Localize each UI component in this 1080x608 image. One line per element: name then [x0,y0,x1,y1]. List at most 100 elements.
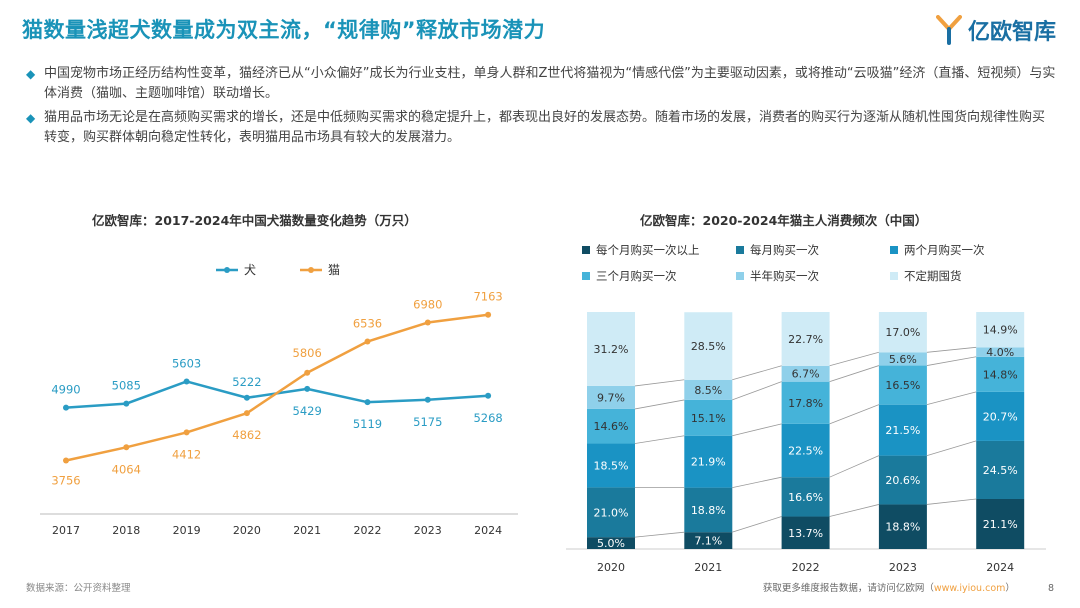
bar-segment [976,347,1025,357]
connector-line [732,476,782,489]
legend-marker [308,267,314,273]
bar-segment [781,381,830,424]
data-label: 5268 [473,411,502,425]
data-point [123,400,130,407]
logo-mark-icon [935,15,962,45]
data-point [424,319,431,326]
segment-label: 16.5% [885,379,920,392]
bar-segment [878,352,927,366]
legend-swatch [890,246,898,254]
segment-label: 20.6% [885,474,920,487]
connector-line [926,391,977,406]
segment-label: 14.9% [983,324,1018,337]
legend-swatch [582,246,590,254]
footer-more-text: 获取更多维度报告数据，请访问亿欧网（ [762,583,934,594]
bar-segment [976,440,1025,499]
legend-label: 犬 [244,263,256,277]
connector-line [829,351,880,367]
bar-segment [684,379,733,400]
bar-segment [684,487,733,533]
footer-link[interactable]: www.iyiou.com [933,583,1006,594]
data-label: 5222 [232,375,261,389]
data-label: 5085 [112,379,141,393]
legend-marker [224,267,230,273]
connector-line [926,440,977,457]
connector-line [634,379,685,387]
bullet-list: ◆ 中国宠物市场正经历结构性变革，猫经济已从“小众偏好”成长为行业支柱，单身人群… [26,64,1056,152]
data-label: 7163 [473,290,502,304]
segment-label: 8.5% [694,384,722,397]
segment-label: 5.6% [889,353,917,366]
segment-label: 17.0% [885,326,920,339]
x-tick-label: 2020 [233,524,261,537]
bullet-text: 猫用品市场无论是在高频购买需求的增长，还是中低频购买需求的稳定提升上，都表现出良… [44,110,1046,145]
bar-segment [684,435,733,488]
segment-label: 22.5% [788,445,823,458]
connector-line [829,504,879,517]
data-point [485,311,492,318]
bar-segment [781,477,830,517]
bullet-text: 中国宠物市场正经历结构性变革，猫经济已从“小众偏好”成长为行业支柱，单身人群和Z… [44,66,1056,101]
connector-line [829,455,880,478]
bar-segment [781,365,830,382]
connector-line [926,356,977,366]
segment-label: 4.0% [986,346,1014,359]
data-point [485,392,492,399]
bar-segment [781,312,830,366]
bar-segment [587,443,635,488]
legend-swatch [582,272,590,280]
data-point [63,457,69,464]
connector-line [926,346,977,353]
bar-segment [781,516,830,549]
segment-label: 20.7% [983,410,1018,423]
segment-label: 18.8% [885,521,920,534]
segment-label: 21.1% [983,518,1018,531]
segment-label: 14.6% [594,420,629,433]
connector-line [829,404,880,425]
data-point [304,369,311,376]
bar-segment [878,312,927,353]
footer-more-end: ） [1005,583,1015,594]
segment-label: 28.5% [691,340,726,353]
diamond-bullet-icon: ◆ [26,67,36,81]
bar-segment [587,312,635,386]
legend-label: 两个月购买一次 [904,243,985,257]
segment-label: 13.7% [788,527,823,540]
connector-line [732,423,782,437]
segment-label: 22.7% [788,333,823,346]
data-point [364,399,371,406]
page-number: 8 [1047,583,1054,594]
x-tick-label: 2022 [354,524,382,537]
x-tick-label: 2023 [414,524,442,537]
bar-segment [976,356,1025,392]
bar-segment [587,487,635,538]
bar-segment [684,532,733,549]
data-label: 6980 [413,298,442,312]
bullet-item: ◆ 中国宠物市场正经历结构性变革，猫经济已从“小众偏好”成长为行业支柱，单身人群… [26,64,1056,104]
logo-text: 亿欧智库 [967,20,1056,45]
data-label: 4064 [112,462,141,476]
data-label: 4990 [51,383,80,397]
segment-label: 21.5% [885,424,920,437]
data-point [424,396,431,403]
data-point [183,378,190,385]
segment-label: 15.1% [691,412,726,425]
legend-swatch [736,246,744,254]
legend-label: 三个月购买一次 [596,269,677,283]
data-label: 3756 [51,473,80,487]
segment-label: 18.5% [594,459,629,472]
x-tick-label: 2023 [889,561,917,574]
bar-segment [587,408,635,444]
bar-segment [781,423,830,478]
legend-label: 每月购买一次 [750,243,819,257]
data-label: 4412 [172,447,201,461]
data-label: 5429 [293,404,322,418]
data-source-note: 数据来源：公开资料整理 [26,583,131,594]
segment-label: 9.7% [597,391,625,404]
data-point [63,404,69,411]
segment-label: 31.2% [594,343,629,356]
connector-line [732,516,782,533]
line-chart: 犬 猫 2017 2018 2019 2020 2021 2022 2023 2024 4990 50… [40,263,518,537]
connector-line [634,399,685,410]
